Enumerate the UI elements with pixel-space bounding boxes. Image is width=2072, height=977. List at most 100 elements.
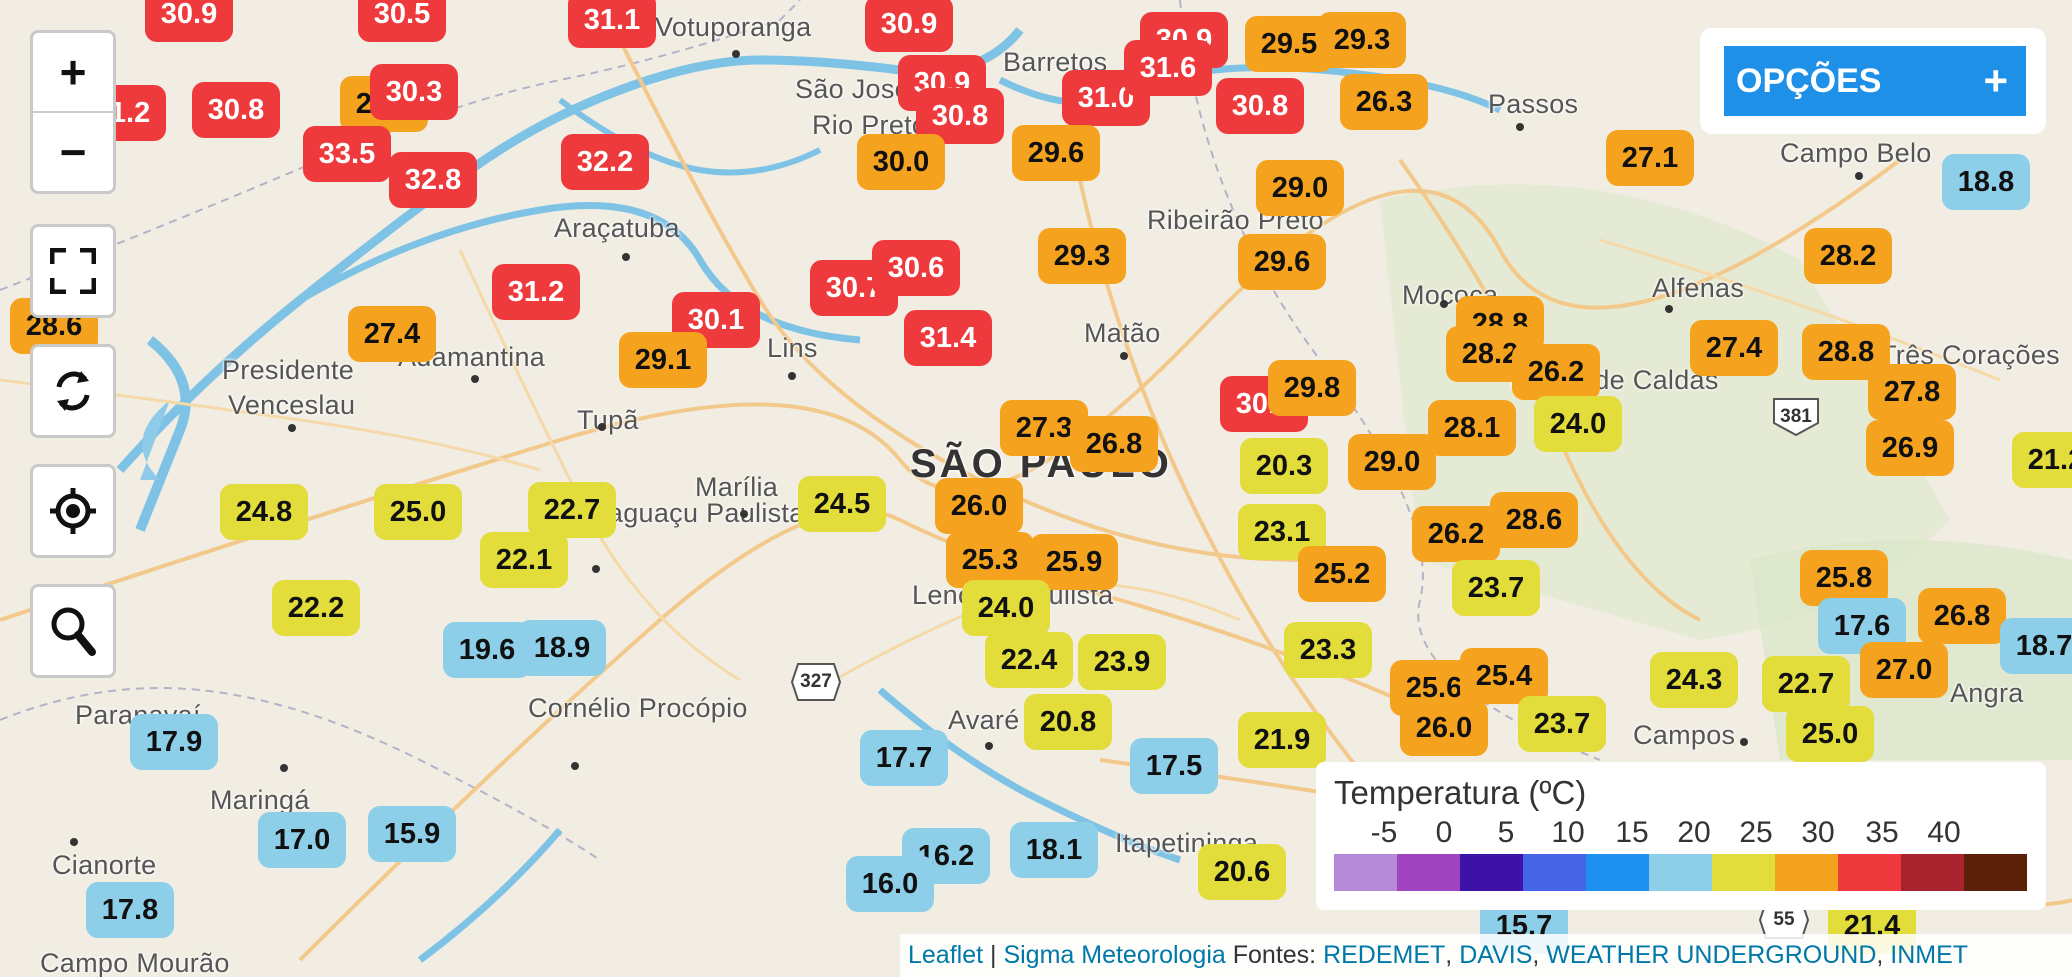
- temperature-marker[interactable]: 29.1: [619, 332, 707, 388]
- temperature-marker[interactable]: 26.3: [1340, 74, 1428, 130]
- temperature-marker[interactable]: 26.8: [1070, 416, 1158, 472]
- temperature-marker[interactable]: 17.8: [86, 882, 174, 938]
- temperature-marker[interactable]: 31.1: [568, 0, 656, 48]
- legend-title: Temperatura (ºC): [1334, 774, 1587, 811]
- temperature-marker[interactable]: 28.2: [1804, 228, 1892, 284]
- temperature-marker[interactable]: 15.9: [368, 806, 456, 862]
- temperature-marker[interactable]: 30.6: [872, 240, 960, 296]
- temperature-marker[interactable]: 27.0: [1860, 642, 1948, 698]
- search-button[interactable]: [30, 584, 116, 678]
- temperature-marker[interactable]: 24.8: [220, 484, 308, 540]
- temperature-marker[interactable]: 24.0: [962, 580, 1050, 636]
- temperature-marker[interactable]: 22.2: [272, 580, 360, 636]
- temperature-marker[interactable]: 27.8: [1868, 364, 1956, 420]
- temperature-marker[interactable]: 25.0: [1786, 706, 1874, 762]
- temperature-marker[interactable]: 29.6: [1238, 234, 1326, 290]
- temperature-marker[interactable]: 17.9: [130, 714, 218, 770]
- source-link-weather-underground[interactable]: WEATHER UNDERGROUND: [1546, 941, 1877, 969]
- temperature-marker[interactable]: 24.0: [1534, 396, 1622, 452]
- attribution-comma: ,: [1532, 941, 1547, 969]
- city-label: Maringá: [210, 785, 310, 815]
- temperature-marker[interactable]: 25.2: [1298, 546, 1386, 602]
- temperature-marker[interactable]: 18.8: [1942, 154, 2030, 210]
- road: [618, 39, 1301, 562]
- temperature-marker[interactable]: 22.1: [480, 532, 568, 588]
- temperature-marker[interactable]: 29.0: [1256, 160, 1344, 216]
- temperature-marker[interactable]: 25.9: [1030, 534, 1118, 590]
- temperature-marker[interactable]: 26.8: [1918, 588, 2006, 644]
- temperature-marker[interactable]: 18.9: [518, 620, 606, 676]
- temperature-marker[interactable]: 23.7: [1518, 696, 1606, 752]
- temperature-marker[interactable]: 19.6: [443, 622, 531, 678]
- temperature-marker[interactable]: 29.8: [1268, 360, 1356, 416]
- temperature-marker[interactable]: 25.4: [1460, 648, 1548, 704]
- temperature-marker[interactable]: 31.6: [1124, 40, 1212, 96]
- temperature-marker[interactable]: 23.1: [1238, 504, 1326, 560]
- temperature-marker[interactable]: 20.8: [1024, 694, 1112, 750]
- temperature-marker[interactable]: 22.7: [1762, 656, 1850, 712]
- temperature-marker[interactable]: 29.3: [1038, 228, 1126, 284]
- temperature-marker[interactable]: 29.0: [1348, 434, 1436, 490]
- temperature-marker[interactable]: 32.2: [561, 134, 649, 190]
- temperature-marker[interactable]: 26.0: [935, 478, 1023, 534]
- temperature-marker[interactable]: 27.1: [1606, 130, 1694, 186]
- temperature-marker[interactable]: 32.8: [389, 152, 477, 208]
- temperature-marker[interactable]: 23.3: [1284, 622, 1372, 678]
- temperature-marker[interactable]: 18.1: [1010, 822, 1098, 878]
- temperature-marker[interactable]: 20.6: [1198, 844, 1286, 900]
- temperature-marker[interactable]: 30.8: [1216, 78, 1304, 134]
- temperature-marker[interactable]: 31.4: [904, 310, 992, 366]
- temperature-marker[interactable]: 28.6: [1490, 492, 1578, 548]
- temperature-marker[interactable]: 17.7: [860, 730, 948, 786]
- temperature-marker[interactable]: 30.8: [916, 88, 1004, 144]
- locate-button[interactable]: [30, 464, 116, 558]
- temperature-marker[interactable]: 30.9: [145, 0, 233, 42]
- temperature-marker[interactable]: 20.3: [1240, 438, 1328, 494]
- temperature-marker[interactable]: 21.2: [2012, 432, 2072, 488]
- temperature-marker[interactable]: 17.5: [1130, 738, 1218, 794]
- temperature-marker[interactable]: 30.9: [865, 0, 953, 52]
- temperature-marker[interactable]: 30.3: [370, 64, 458, 120]
- sigma-link[interactable]: Sigma Meteorologia: [1003, 941, 1226, 969]
- temperature-marker[interactable]: 29.3: [1318, 12, 1406, 68]
- temperature-marker[interactable]: 26.2: [1512, 344, 1600, 400]
- source-link-redemet[interactable]: REDEMET: [1323, 941, 1446, 969]
- temperature-marker[interactable]: 27.4: [348, 306, 436, 362]
- city-dot: [1740, 738, 1748, 746]
- temperature-marker[interactable]: 25.3: [946, 532, 1034, 588]
- temperature-marker[interactable]: 25.0: [374, 484, 462, 540]
- zoom-in-button[interactable]: +: [33, 33, 113, 113]
- temperature-marker[interactable]: 30.0: [857, 134, 945, 190]
- temperature-marker[interactable]: 24.3: [1650, 652, 1738, 708]
- temperature-marker[interactable]: 23.7: [1452, 560, 1540, 616]
- temperature-marker[interactable]: 18.7: [2000, 618, 2072, 674]
- temperature-marker[interactable]: 30.5: [358, 0, 446, 42]
- temperature-marker[interactable]: 24.5: [798, 476, 886, 532]
- road-shield-number: 327: [800, 671, 832, 692]
- temperature-marker[interactable]: 16.0: [846, 856, 934, 912]
- temperature-marker[interactable]: 28.1: [1428, 400, 1516, 456]
- temperature-marker[interactable]: 23.9: [1078, 634, 1166, 690]
- temperature-marker[interactable]: 29.6: [1012, 125, 1100, 181]
- temperature-marker[interactable]: 26.2: [1412, 506, 1500, 562]
- temperature-marker[interactable]: 25.8: [1800, 550, 1888, 606]
- temperature-marker[interactable]: 33.5: [303, 126, 391, 182]
- source-link-davis[interactable]: DAVIS: [1459, 941, 1533, 969]
- temperature-marker[interactable]: 30.8: [192, 82, 280, 138]
- temperature-marker[interactable]: 27.4: [1690, 320, 1778, 376]
- temperature-marker[interactable]: 31.2: [492, 264, 580, 320]
- zoom-out-button[interactable]: −: [59, 126, 87, 178]
- temperature-marker[interactable]: 17.0: [258, 812, 346, 868]
- source-link-inmet[interactable]: INMET: [1890, 941, 1969, 969]
- temperature-marker[interactable]: 22.7: [528, 482, 616, 538]
- temperature-marker[interactable]: 26.9: [1866, 420, 1954, 476]
- temperature-marker[interactable]: 22.4: [985, 632, 1073, 688]
- fullscreen-button[interactable]: [30, 224, 116, 318]
- leaflet-link[interactable]: Leaflet: [908, 941, 984, 969]
- refresh-button[interactable]: [30, 344, 116, 438]
- temperature-marker[interactable]: 30.1: [672, 292, 760, 348]
- temperature-marker[interactable]: 26.0: [1400, 700, 1488, 756]
- options-button[interactable]: OPÇÕES +: [1724, 46, 2026, 116]
- temperature-marker[interactable]: 21.9: [1238, 712, 1326, 768]
